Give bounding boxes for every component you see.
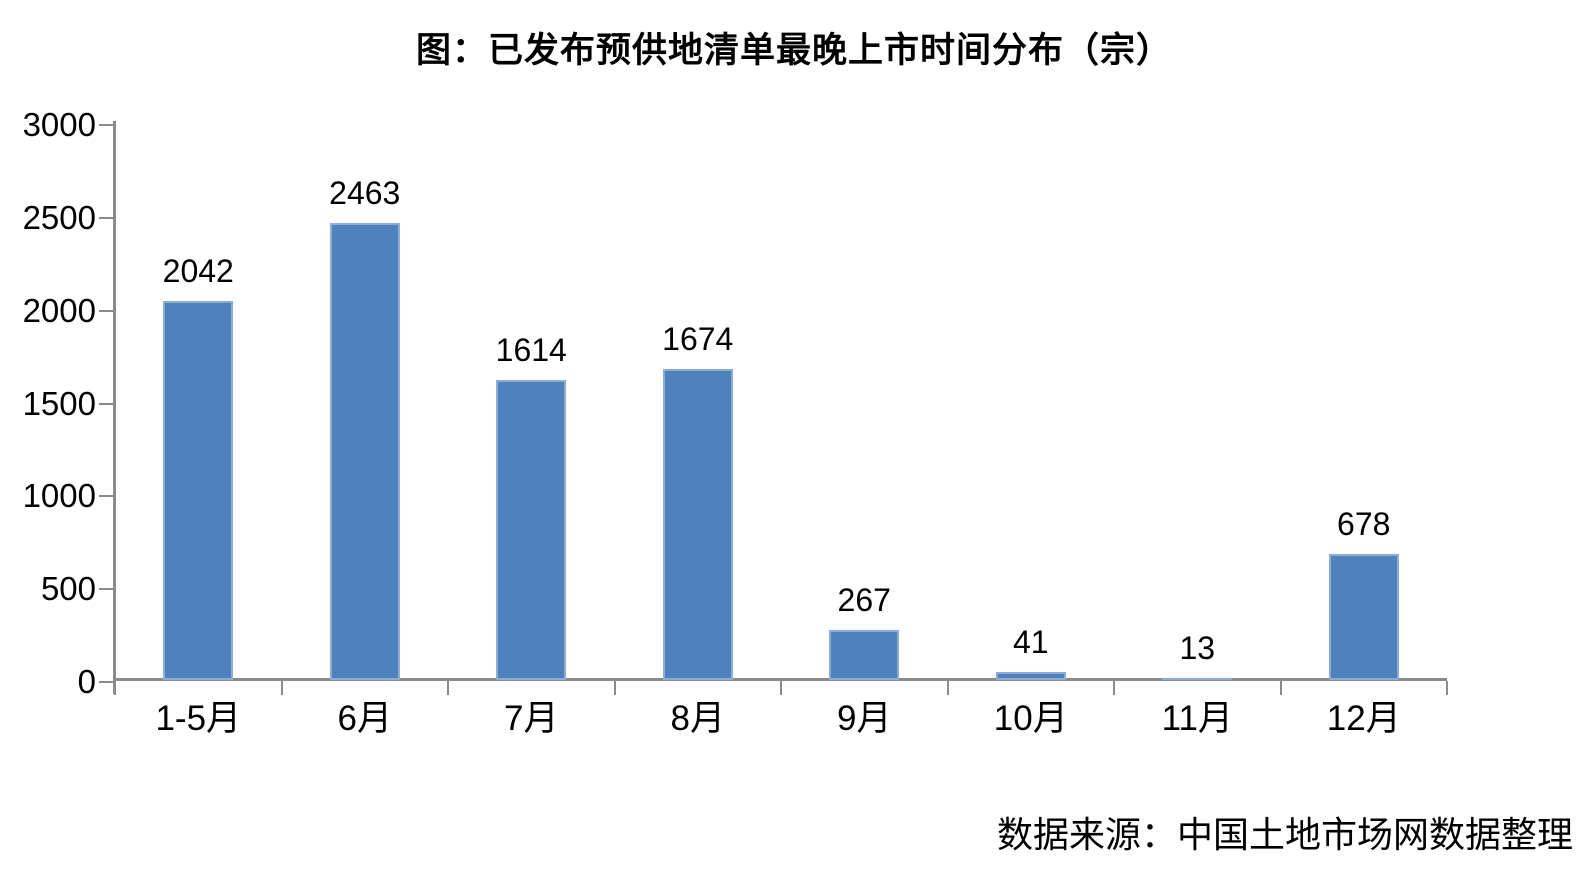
x-category-label: 11月 — [1161, 699, 1233, 738]
x-category-label: 9月 — [837, 699, 892, 738]
x-tick-mark — [780, 681, 782, 695]
x-tick-mark — [613, 681, 616, 695]
y-tick-label: 3000 — [22, 106, 96, 143]
y-tick-mark — [99, 495, 114, 498]
bar-value-label: 2042 — [162, 253, 234, 289]
x-category-label: 8月 — [670, 699, 725, 738]
bar-value-label: 41 — [1012, 624, 1049, 660]
x-tick-mark — [1446, 681, 1448, 695]
bar-6月 — [330, 223, 400, 680]
bar-value-label: 267 — [837, 582, 891, 618]
bar-11月 — [1162, 678, 1232, 680]
bar-9月 — [829, 630, 899, 680]
bar-value-label: 13 — [1179, 630, 1216, 666]
bar-value-label: 678 — [1337, 506, 1391, 542]
bar-1-5月 — [163, 301, 233, 680]
y-tick-label: 500 — [40, 570, 96, 608]
bar-7月 — [496, 380, 566, 680]
y-axis-line — [113, 121, 116, 694]
x-category-label: 10月 — [993, 699, 1068, 738]
x-tick-mark — [1113, 681, 1115, 695]
bar-value-label: 2463 — [329, 175, 401, 211]
bar-value-label: 1614 — [495, 332, 567, 368]
chart-title: 图：已发布预供地清单最晚上市时间分布（宗） — [415, 31, 1172, 70]
y-tick-label: 1000 — [22, 477, 96, 515]
bar-12月 — [1329, 554, 1399, 680]
x-tick-mark — [946, 681, 949, 695]
x-tick-mark — [114, 681, 116, 695]
x-category-label: 1-5月 — [155, 699, 242, 738]
x-tick-mark — [280, 681, 283, 695]
y-tick-mark — [99, 681, 114, 683]
x-category-label: 6月 — [337, 699, 392, 738]
y-tick-label: 0 — [77, 663, 96, 700]
y-tick-mark — [99, 124, 114, 126]
y-tick-label: 1500 — [22, 384, 96, 422]
x-tick-mark — [1279, 681, 1282, 695]
y-tick-mark — [99, 309, 114, 312]
y-tick-label: 2000 — [22, 291, 96, 329]
y-tick-mark — [99, 402, 114, 405]
y-tick-mark — [99, 588, 114, 591]
source-note: 数据来源：中国土地市场网数据整理 — [996, 815, 1573, 855]
x-category-label: 7月 — [504, 699, 559, 738]
bar-10月 — [996, 672, 1066, 680]
x-axis-line — [113, 678, 1447, 681]
x-category-label: 12月 — [1326, 699, 1401, 738]
bar-value-label: 1674 — [662, 321, 734, 357]
y-tick-mark — [99, 216, 114, 219]
y-tick-label: 2500 — [22, 198, 96, 236]
x-tick-mark — [447, 681, 449, 695]
bar-8月 — [663, 369, 733, 680]
